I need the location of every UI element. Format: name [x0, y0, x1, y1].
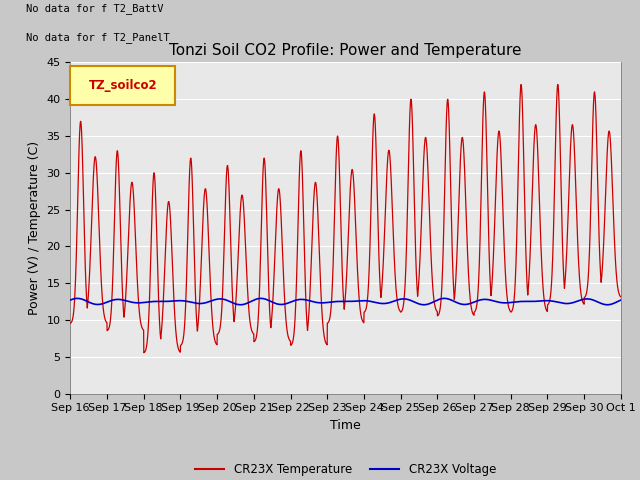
Legend: CR23X Temperature, CR23X Voltage: CR23X Temperature, CR23X Voltage	[190, 458, 501, 480]
Title: Tonzi Soil CO2 Profile: Power and Temperature: Tonzi Soil CO2 Profile: Power and Temper…	[170, 44, 522, 59]
X-axis label: Time: Time	[330, 419, 361, 432]
FancyBboxPatch shape	[70, 66, 175, 106]
Text: No data for f T2_PanelT: No data for f T2_PanelT	[26, 33, 170, 44]
Y-axis label: Power (V) / Temperature (C): Power (V) / Temperature (C)	[28, 141, 41, 315]
Text: No data for f T2_BattV: No data for f T2_BattV	[26, 3, 164, 14]
Text: TZ_soilco2: TZ_soilco2	[88, 79, 157, 92]
